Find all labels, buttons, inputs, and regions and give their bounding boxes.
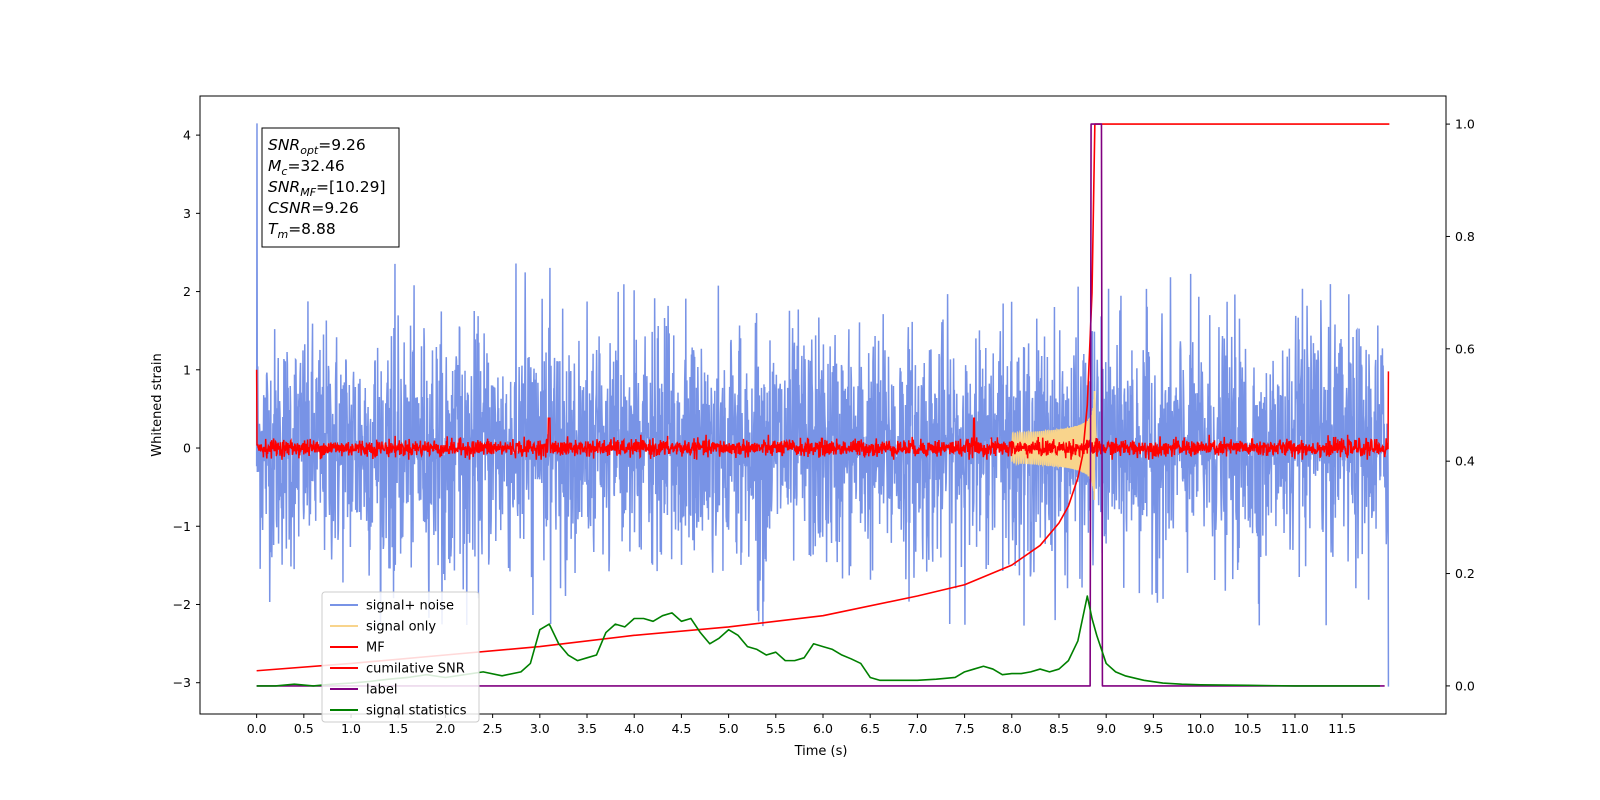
x-tick-label: 8.0 — [1002, 721, 1022, 736]
x-tick-label: 5.0 — [719, 721, 739, 736]
info-line: SNRMF=[10.29] — [268, 178, 386, 199]
x-tick-label: 1.5 — [388, 721, 408, 736]
y-tick-label: −1 — [173, 519, 191, 534]
x-tick-label: 6.0 — [813, 721, 833, 736]
y-tick-label: 2 — [183, 284, 191, 299]
y2-tick-label: 0.4 — [1455, 454, 1475, 469]
info-line: Mc=32.46 — [268, 157, 345, 178]
y-tick-label: 4 — [183, 128, 191, 143]
info-value: =32.46 — [287, 157, 344, 175]
x-tick-label: 3.0 — [530, 721, 550, 736]
x-axis-ticks: 0.0 0.5 1.0 1.5 2.0 2.5 3.0 3.5 4.0 4.5 5.0 5.5 6.0 6… — [247, 714, 1356, 736]
series-mf — [255, 369, 1390, 460]
info-box: SNRopt=9.26Mc=32.46SNRMF=[10.29]CSNR=9.2… — [261, 127, 400, 248]
info-symbol: CSNR — [268, 199, 311, 217]
x-tick-label: 6.5 — [860, 721, 880, 736]
x-tick-label: 11.0 — [1281, 721, 1309, 736]
y-tick-label: −2 — [173, 597, 191, 612]
info-line: SNRopt=9.26 — [268, 136, 366, 157]
signal-statistics-line — [256, 595, 1380, 687]
y2-tick-label: 0.0 — [1455, 678, 1475, 693]
info-line: Tm=8.88 — [268, 220, 336, 241]
y2-tick-label: 1.0 — [1455, 117, 1475, 132]
x-tick-label: 4.0 — [624, 721, 644, 736]
series-cumulative-snr — [256, 123, 1390, 672]
info-symbol: SNR — [268, 136, 300, 154]
x-tick-label: 10.5 — [1234, 721, 1262, 736]
legend: signal+ noise signal only MF cumilative SNR… — [321, 591, 480, 723]
info-subscript: opt — [300, 144, 319, 157]
x-tick-label: 3.5 — [577, 721, 597, 736]
info-value: =8.88 — [288, 220, 336, 238]
info-symbol: SNR — [268, 178, 300, 196]
y2-tick-label: 0.8 — [1455, 229, 1475, 244]
x-tick-label: 9.5 — [1143, 721, 1163, 736]
info-line: CSNR=9.26 — [268, 199, 359, 217]
mf-line — [255, 369, 1390, 460]
info-value: =9.26 — [311, 199, 359, 217]
x-tick-label: 8.5 — [1049, 721, 1069, 736]
series-layer — [255, 123, 1390, 687]
legend-label: cumilative SNR — [366, 662, 465, 677]
info-subscript: m — [277, 228, 288, 241]
x-tick-label: 7.0 — [907, 721, 927, 736]
series-signal-statistics — [256, 595, 1380, 687]
y-axis-label: Whitened strain — [150, 353, 165, 456]
x-tick-label: 4.5 — [671, 721, 691, 736]
x-tick-label: 11.5 — [1328, 721, 1356, 736]
info-value: =9.26 — [318, 136, 366, 154]
y-tick-label: 3 — [183, 206, 191, 221]
legend-label: MF — [366, 641, 385, 656]
x-axis-label: Time (s) — [794, 744, 848, 759]
x-tick-label: 1.0 — [341, 721, 361, 736]
x-tick-label: 2.5 — [483, 721, 503, 736]
label-line — [256, 123, 1385, 687]
legend-label: signal+ noise — [366, 599, 454, 614]
x-tick-label: 10.0 — [1187, 721, 1215, 736]
y-tick-label: 0 — [183, 441, 191, 456]
legend-frame — [321, 591, 480, 723]
x-tick-label: 5.5 — [766, 721, 786, 736]
y2-axis-ticks: 0.0 0.2 0.4 0.6 0.8 1.0 — [1446, 117, 1475, 693]
x-tick-label: 0.5 — [294, 721, 314, 736]
info-symbol: T — [268, 220, 279, 238]
info-box-frame — [261, 127, 400, 248]
y-tick-label: −3 — [173, 675, 191, 690]
x-tick-label: 9.0 — [1096, 721, 1116, 736]
info-symbol: M — [268, 157, 281, 175]
info-value: =[10.29] — [316, 178, 385, 196]
info-subscript: c — [281, 165, 287, 178]
y2-tick-label: 0.2 — [1455, 566, 1475, 581]
legend-label: signal statistics — [366, 704, 467, 719]
x-tick-label: 7.5 — [955, 721, 975, 736]
x-tick-label: 2.0 — [435, 721, 455, 736]
y-axis-ticks: −3 −2 −1 0 1 2 3 4 — [173, 128, 200, 690]
series-label — [256, 123, 1385, 687]
legend-label: label — [366, 683, 397, 698]
cumulative-snr-line — [256, 123, 1390, 672]
legend-label: signal only — [366, 620, 436, 635]
info-subscript: MF — [300, 186, 316, 199]
y2-tick-label: 0.6 — [1455, 341, 1475, 356]
y-tick-label: 1 — [183, 362, 191, 377]
x-tick-label: 0.0 — [247, 721, 267, 736]
